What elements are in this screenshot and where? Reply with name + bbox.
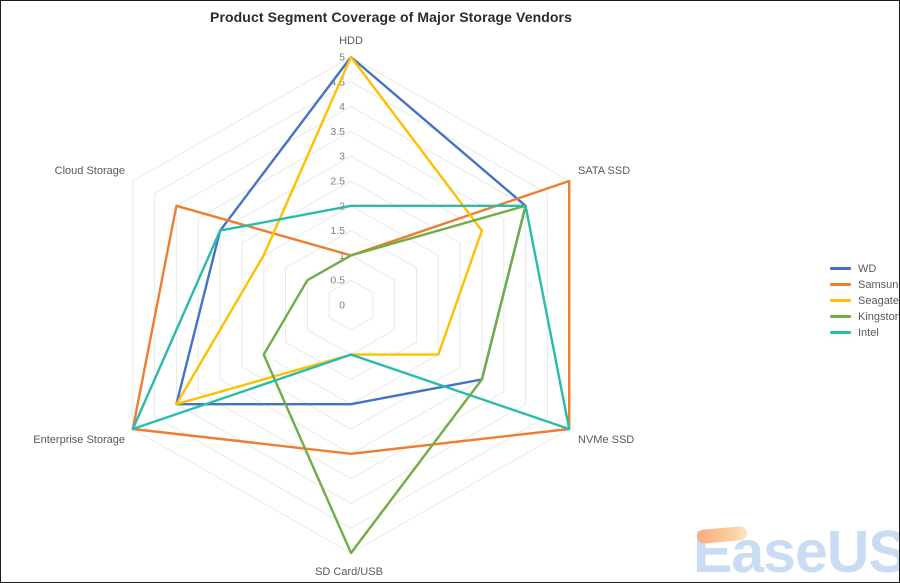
- legend-item-intel: Intel: [830, 326, 899, 339]
- axis-label-sd-card-usb: SD Card/USB: [315, 566, 383, 578]
- legend-label: Kingston: [858, 310, 900, 323]
- grid-ring: [154, 81, 548, 529]
- legend-label: Intel: [858, 326, 879, 339]
- grid-ring: [241, 180, 461, 430]
- radial-tick-label: 3: [339, 151, 345, 163]
- series-samsung: [131, 179, 571, 455]
- legend-line-swatch: [830, 331, 851, 334]
- radial-tick-label: 1: [339, 250, 345, 262]
- radial-tick-label: 1.5: [330, 225, 345, 237]
- radial-tick-label: 0.5: [330, 275, 345, 287]
- grid-ring: [328, 279, 374, 331]
- axis-label-cloud-storage: Cloud Storage: [55, 165, 125, 177]
- legend-item-seagate: Seagate: [830, 294, 899, 307]
- radial-tick-label: 0: [339, 300, 345, 312]
- chart-title: Product Segment Coverage of Major Storag…: [210, 9, 572, 25]
- grid-ring: [197, 130, 505, 480]
- legend-item-kingston: Kingston: [830, 310, 900, 323]
- axis-label-sata-ssd: SATA SSD: [578, 165, 630, 177]
- legend-line-swatch: [830, 267, 851, 270]
- series-intel: [131, 204, 571, 431]
- grid-ring: [306, 254, 396, 356]
- legend-line-swatch: [830, 315, 851, 318]
- legend-item-wd: WD: [830, 262, 899, 275]
- legend-label: WD: [858, 262, 877, 275]
- radial-tick-label: 5: [339, 52, 345, 64]
- legend-item-samsung: Samsung: [830, 278, 900, 291]
- grid-ring: [219, 155, 483, 455]
- legend-line-swatch: [830, 283, 851, 286]
- axis-label-enterprise-storage: Enterprise Storage: [33, 434, 125, 446]
- radial-tick-label: 4: [339, 101, 345, 113]
- legend-label: Seagate: [858, 294, 899, 307]
- radial-tick-label: 2.5: [330, 176, 345, 188]
- legend-line-swatch: [830, 299, 851, 302]
- grid-ring: [285, 230, 417, 380]
- radial-tick-label: 3.5: [330, 126, 345, 138]
- axis-label-nvme-ssd: NVMe SSD: [578, 434, 634, 446]
- grid-ring: [175, 106, 527, 504]
- axis-label-hdd: HDD: [339, 35, 363, 47]
- chart-legend: WD Samsung Seagate Kingston Intel: [830, 262, 900, 339]
- legend-label: Samsung: [858, 278, 900, 291]
